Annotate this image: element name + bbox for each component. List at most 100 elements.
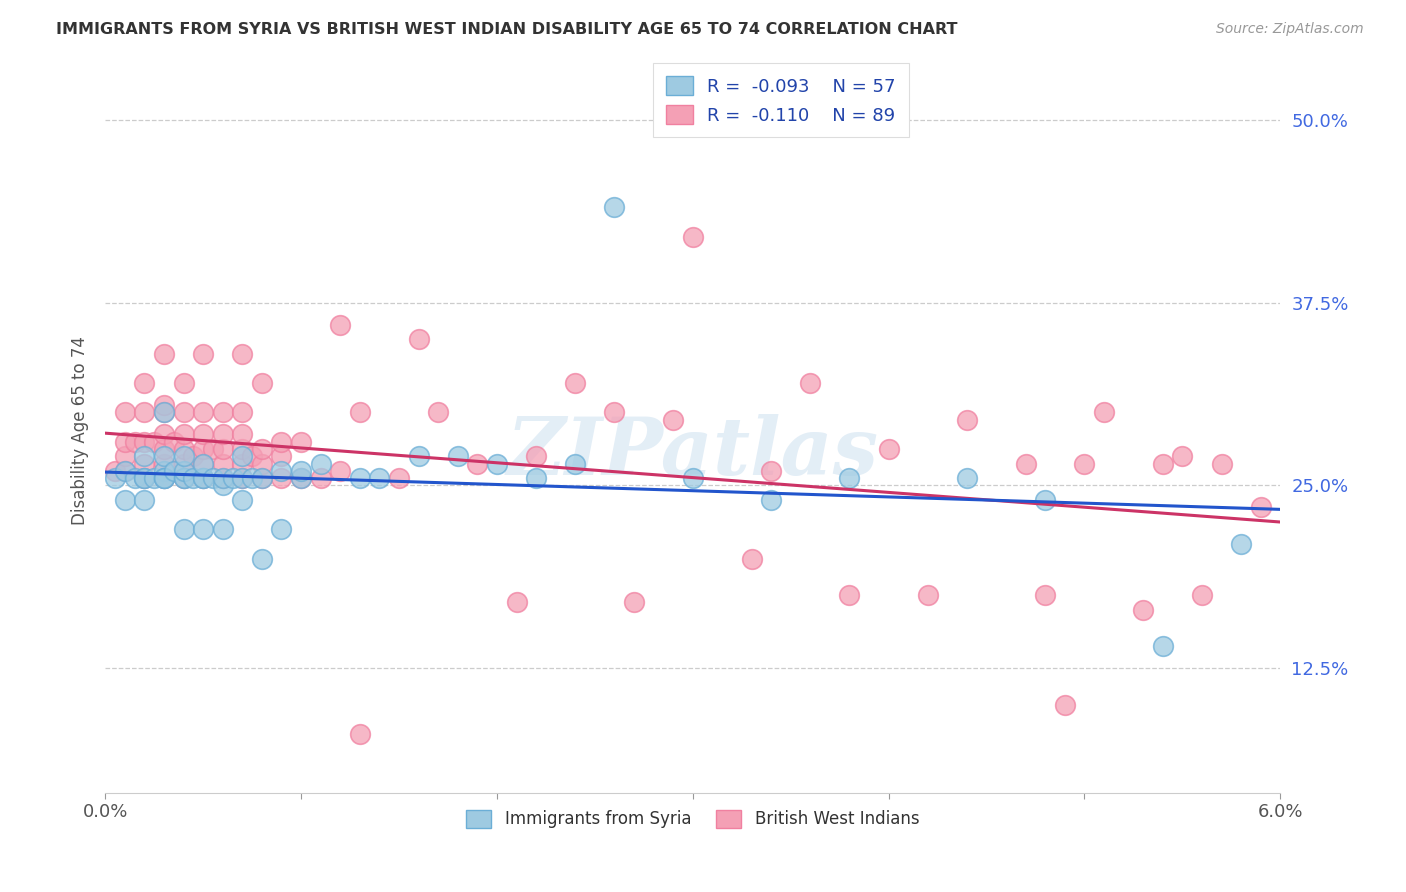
Point bbox=[349, 727, 371, 741]
Point bbox=[349, 471, 371, 485]
Point bbox=[524, 449, 547, 463]
Point bbox=[505, 595, 527, 609]
Point bbox=[231, 471, 253, 485]
Point bbox=[124, 434, 146, 449]
Point bbox=[173, 449, 195, 463]
Point bbox=[153, 398, 176, 412]
Point bbox=[134, 449, 156, 463]
Point bbox=[173, 471, 195, 485]
Point bbox=[134, 471, 156, 485]
Point bbox=[956, 412, 979, 426]
Point bbox=[290, 471, 312, 485]
Point bbox=[173, 442, 195, 456]
Point bbox=[231, 457, 253, 471]
Point bbox=[143, 434, 166, 449]
Point bbox=[349, 405, 371, 419]
Point bbox=[134, 457, 156, 471]
Point bbox=[211, 471, 233, 485]
Point bbox=[153, 449, 176, 463]
Point bbox=[408, 332, 430, 346]
Point bbox=[231, 471, 253, 485]
Text: IMMIGRANTS FROM SYRIA VS BRITISH WEST INDIAN DISABILITY AGE 65 TO 74 CORRELATION: IMMIGRANTS FROM SYRIA VS BRITISH WEST IN… bbox=[56, 22, 957, 37]
Point bbox=[1015, 457, 1038, 471]
Point bbox=[191, 347, 214, 361]
Point bbox=[231, 427, 253, 442]
Point bbox=[173, 376, 195, 390]
Point bbox=[153, 471, 176, 485]
Text: Source: ZipAtlas.com: Source: ZipAtlas.com bbox=[1216, 22, 1364, 37]
Point bbox=[838, 471, 860, 485]
Point bbox=[163, 464, 186, 478]
Point bbox=[114, 405, 136, 419]
Point bbox=[153, 471, 176, 485]
Point bbox=[191, 457, 214, 471]
Point bbox=[173, 405, 195, 419]
Point bbox=[211, 427, 233, 442]
Point bbox=[191, 427, 214, 442]
Point bbox=[250, 376, 273, 390]
Point bbox=[623, 595, 645, 609]
Point bbox=[250, 442, 273, 456]
Point bbox=[1073, 457, 1095, 471]
Point bbox=[956, 471, 979, 485]
Point bbox=[603, 201, 626, 215]
Point bbox=[114, 449, 136, 463]
Point bbox=[173, 464, 195, 478]
Point bbox=[662, 412, 685, 426]
Point bbox=[1152, 457, 1174, 471]
Point bbox=[163, 434, 186, 449]
Point bbox=[231, 449, 253, 463]
Point bbox=[124, 471, 146, 485]
Point bbox=[682, 471, 704, 485]
Point bbox=[524, 471, 547, 485]
Point bbox=[270, 471, 292, 485]
Point bbox=[114, 493, 136, 508]
Point bbox=[173, 471, 195, 485]
Point bbox=[270, 464, 292, 478]
Point bbox=[270, 522, 292, 536]
Point bbox=[270, 434, 292, 449]
Point bbox=[270, 449, 292, 463]
Point bbox=[309, 471, 332, 485]
Point bbox=[447, 449, 470, 463]
Point bbox=[173, 522, 195, 536]
Point bbox=[134, 471, 156, 485]
Point bbox=[173, 427, 195, 442]
Point bbox=[153, 347, 176, 361]
Point bbox=[759, 493, 782, 508]
Point bbox=[564, 376, 586, 390]
Point bbox=[1053, 698, 1076, 712]
Point bbox=[1152, 640, 1174, 654]
Point bbox=[388, 471, 411, 485]
Point bbox=[250, 471, 273, 485]
Point bbox=[240, 449, 263, 463]
Point bbox=[877, 442, 900, 456]
Point bbox=[173, 457, 195, 471]
Point bbox=[485, 457, 508, 471]
Point bbox=[134, 493, 156, 508]
Point bbox=[211, 457, 233, 471]
Point bbox=[153, 405, 176, 419]
Point bbox=[917, 588, 939, 602]
Point bbox=[153, 442, 176, 456]
Point bbox=[1211, 457, 1233, 471]
Point bbox=[104, 471, 127, 485]
Point bbox=[682, 229, 704, 244]
Point bbox=[368, 471, 391, 485]
Point bbox=[290, 471, 312, 485]
Point bbox=[231, 405, 253, 419]
Point bbox=[1132, 603, 1154, 617]
Point bbox=[309, 457, 332, 471]
Point bbox=[114, 434, 136, 449]
Point bbox=[231, 442, 253, 456]
Point bbox=[191, 471, 214, 485]
Point bbox=[134, 471, 156, 485]
Point bbox=[191, 457, 214, 471]
Point bbox=[408, 449, 430, 463]
Point bbox=[153, 427, 176, 442]
Point bbox=[201, 442, 224, 456]
Point bbox=[211, 471, 233, 485]
Point bbox=[221, 471, 243, 485]
Point bbox=[191, 405, 214, 419]
Point bbox=[211, 442, 233, 456]
